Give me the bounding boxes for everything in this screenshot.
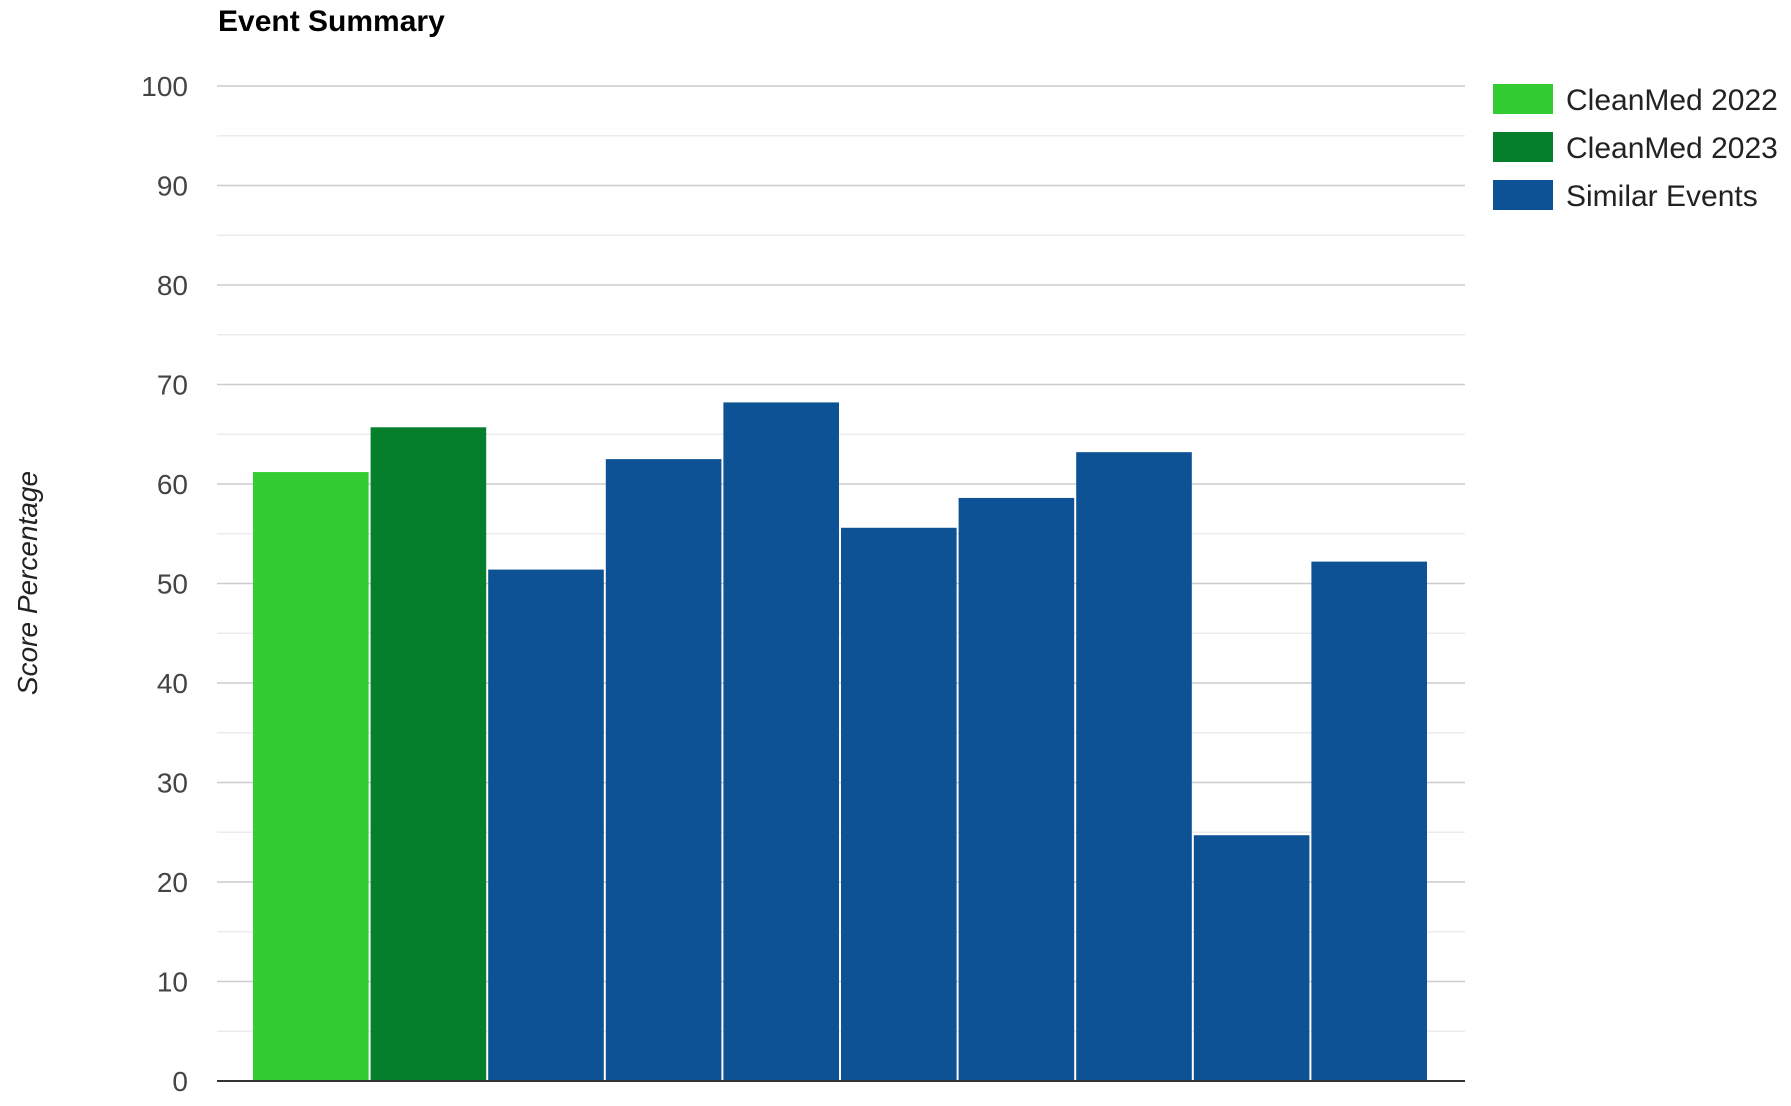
y-tick-label: 30 (157, 768, 188, 799)
legend: CleanMed 2022 CleanMed 2023 Similar Events (1493, 84, 1778, 213)
y-axis-title: Score Percentage (12, 471, 43, 695)
bar-similar-events (958, 497, 1075, 1081)
legend-swatch (1493, 180, 1553, 210)
legend-label: Similar Events (1566, 180, 1758, 213)
y-tick-label: 60 (157, 469, 188, 500)
bar-similar-events (723, 402, 839, 1081)
bar-similar-events (605, 459, 722, 1081)
bar-similar-events (1193, 835, 1310, 1081)
y-tick-label: 100 (141, 71, 188, 102)
bars (253, 402, 1427, 1081)
bar-similar-events (1076, 452, 1192, 1081)
y-axis-ticks: 0 10 20 30 40 50 60 70 80 90 100 (141, 71, 188, 1097)
y-tick-label: 40 (157, 668, 188, 699)
bar-cleanmed-2023 (370, 427, 487, 1081)
bar-cleanmed-2022 (253, 472, 369, 1081)
y-tick-label: 90 (157, 171, 188, 202)
legend-swatch (1493, 84, 1553, 114)
y-tick-label: 80 (157, 270, 188, 301)
y-tick-label: 10 (157, 967, 188, 998)
bar-similar-events (488, 569, 604, 1081)
legend-swatch (1493, 132, 1553, 162)
chart-title: Event Summary (218, 5, 445, 38)
bar-similar-events (841, 527, 957, 1081)
y-tick-label: 50 (157, 569, 188, 600)
legend-label: CleanMed 2022 (1566, 84, 1778, 117)
y-tick-label: 20 (157, 867, 188, 898)
y-tick-label: 0 (172, 1066, 188, 1097)
bar-similar-events (1311, 561, 1427, 1081)
legend-label: CleanMed 2023 (1566, 132, 1778, 165)
y-tick-label: 70 (157, 370, 188, 401)
